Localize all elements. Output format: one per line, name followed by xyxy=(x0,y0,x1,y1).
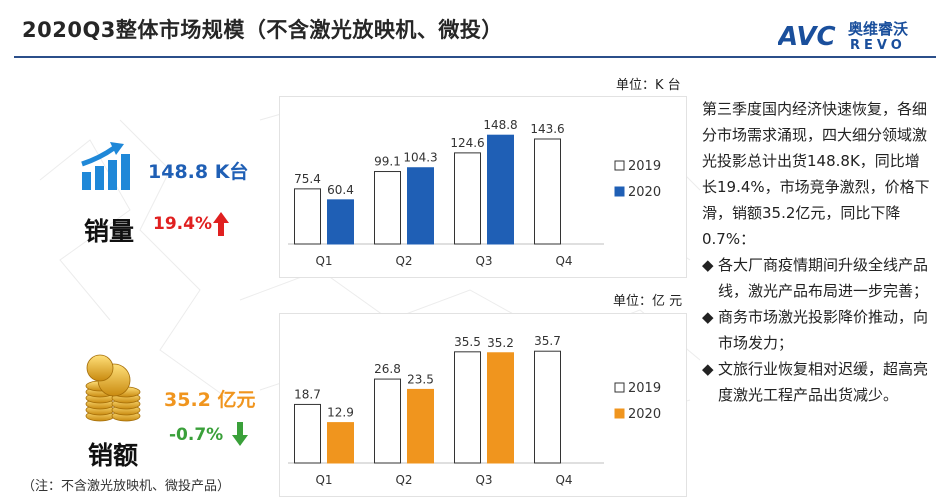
commentary-bullet: ◆ 各大厂商疫情期间升级全线产品线，激光产品布局进一步完善； xyxy=(702,252,934,304)
bar-2019-Q2 xyxy=(374,378,401,464)
diamond-bullet-icon: ◆ xyxy=(702,308,714,326)
footnote: （注：不含激光放映机、微投产品） xyxy=(22,479,231,494)
bar-2019-Q1 xyxy=(294,403,321,464)
data-label: 148.8 xyxy=(483,118,517,132)
data-label: 18.7 xyxy=(294,387,321,401)
commentary-bullet: ◆ 商务市场激光投影降价推动，向市场发力； xyxy=(702,304,934,356)
chart-volume: 75.4 60.4 Q1 99.1 104.3 Q2 124.6 148.8 Q3 143.6 Q4… xyxy=(279,96,687,278)
data-label: 23.5 xyxy=(407,372,434,386)
diamond-bullet-icon: ◆ xyxy=(702,256,714,274)
avc-revo-logo: AVC 奥维睿沃 REVO xyxy=(776,18,928,53)
data-label: 104.3 xyxy=(403,151,437,165)
chart-volume-unit: 单位：K 台 xyxy=(616,78,681,93)
data-label: 12.9 xyxy=(327,406,354,420)
x-tick-label: Q4 xyxy=(555,254,572,268)
data-label: 99.1 xyxy=(374,155,401,169)
gold-coins-icon xyxy=(78,350,148,429)
volume-label: 销量 xyxy=(84,217,135,246)
legend-swatch-2019 xyxy=(614,160,625,171)
x-tick-label: Q2 xyxy=(395,254,412,268)
bar-2019-Q4 xyxy=(534,138,561,245)
legend-label: 2019 xyxy=(628,381,661,396)
legend-swatch-2020 xyxy=(614,186,625,197)
x-tick-label: Q2 xyxy=(395,473,412,487)
bar-2020-Q3 xyxy=(487,134,514,245)
bar-2019-Q3 xyxy=(454,152,481,245)
x-tick-label: Q3 xyxy=(475,254,492,268)
bar-2019-Q3 xyxy=(454,351,481,464)
arrow-down-icon xyxy=(231,421,249,451)
data-label: 60.4 xyxy=(327,183,354,197)
commentary-intro: 第三季度国内经济快速恢复，各细分市场需求涌现，四大细分领域激光投影总计出货148… xyxy=(702,100,930,248)
x-tick-label: Q1 xyxy=(315,254,332,268)
logo-en: REVO xyxy=(850,38,906,52)
legend-swatch-2019 xyxy=(614,382,625,393)
bar-2019-Q4 xyxy=(534,350,561,464)
data-label: 26.8 xyxy=(374,362,401,376)
legend-label: 2020 xyxy=(628,407,661,422)
volume-value: 148.8 K台 xyxy=(148,161,249,183)
revenue-value: 35.2 亿元 xyxy=(164,389,256,411)
logo-mark: AVC xyxy=(778,22,836,52)
bar-2019-Q2 xyxy=(374,171,401,245)
bar-2020-Q1 xyxy=(327,199,354,245)
commentary-bullet-text: 文旅行业恢复相对迟缓，超高亮度激光工程产品出货减少。 xyxy=(718,360,929,404)
arrow-up-icon xyxy=(212,211,230,241)
commentary-bullet: ◆ 文旅行业恢复相对迟缓，超高亮度激光工程产品出货减少。 xyxy=(702,356,934,408)
volume-change: 19.4% xyxy=(153,214,212,234)
logo-cn: 奥维睿沃 xyxy=(848,20,908,38)
data-label: 35.7 xyxy=(534,334,561,348)
commentary-bullet-text: 商务市场激光投影降价推动，向市场发力； xyxy=(718,308,929,352)
chart-revenue-unit: 单位：亿 元 xyxy=(613,294,683,309)
legend-label: 2020 xyxy=(628,185,661,200)
page-title: 2020Q3整体市场规模（不含激光放映机、微投） xyxy=(22,18,503,42)
bar-2019-Q1 xyxy=(294,188,321,245)
chart-revenue: 18.7 12.9 Q1 26.8 23.5 Q2 35.5 35.2 Q3 35.7 Q4 2019… xyxy=(279,313,687,497)
data-label: 124.6 xyxy=(450,136,484,150)
bar-2020-Q3 xyxy=(487,352,514,464)
x-tick-label: Q1 xyxy=(315,473,332,487)
bar-2020-Q2 xyxy=(407,388,434,464)
data-label: 143.6 xyxy=(530,122,564,136)
revenue-change: -0.7% xyxy=(169,425,224,445)
x-tick-label: Q3 xyxy=(475,473,492,487)
data-label: 35.2 xyxy=(487,336,514,350)
legend-swatch-2020 xyxy=(614,408,625,419)
data-label: 35.5 xyxy=(454,335,481,349)
data-label: 75.4 xyxy=(294,172,321,186)
revenue-label: 销额 xyxy=(88,441,139,470)
bar-2020-Q1 xyxy=(327,422,354,464)
legend-label: 2019 xyxy=(628,159,661,174)
title-divider xyxy=(14,56,936,58)
diamond-bullet-icon: ◆ xyxy=(702,360,714,378)
bar-2020-Q2 xyxy=(407,167,434,245)
volume-growth-icon xyxy=(78,140,138,196)
chart-revenue-svg: 18.7 12.9 Q1 26.8 23.5 Q2 35.5 35.2 Q3 35.7 Q4 2019… xyxy=(288,334,661,487)
commentary-bullet-text: 各大厂商疫情期间升级全线产品线，激光产品布局进一步完善； xyxy=(718,256,929,300)
chart-volume-svg: 75.4 60.4 Q1 99.1 104.3 Q2 124.6 148.8 Q3 143.6 Q4… xyxy=(288,118,661,268)
commentary-panel: 第三季度国内经济快速恢复，各细分市场需求涌现，四大细分领域激光投影总计出货148… xyxy=(702,96,934,408)
x-tick-label: Q4 xyxy=(555,473,572,487)
